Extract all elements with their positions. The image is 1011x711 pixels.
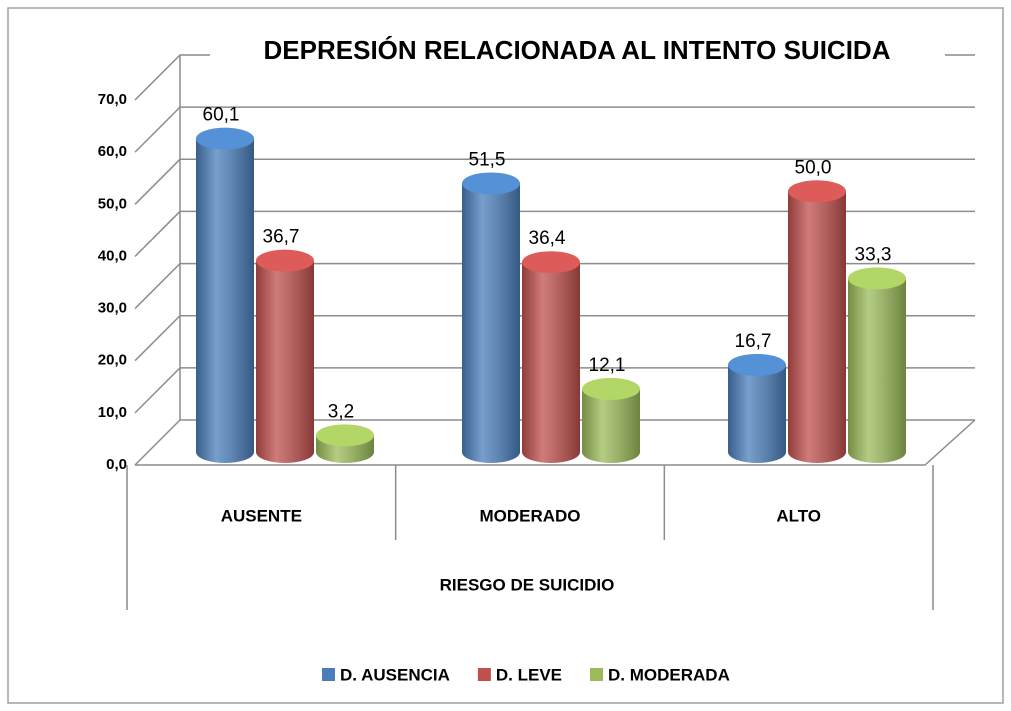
title-bg [210,30,945,74]
x-axis-label: RIESGO DE SUICIDIO [440,575,615,594]
value-label: 3,2 [328,401,354,422]
value-label: 50,0 [795,157,832,178]
grid-line [134,158,975,205]
bar-shade [728,364,786,463]
legend-swatch [322,668,335,681]
value-label: 16,7 [735,331,772,352]
grid-line [134,106,975,153]
value-label: 51,5 [469,149,506,170]
y-tick-label: 50,0 [98,195,127,212]
bar-shade [522,262,580,463]
x-tick-label: AUSENTE [221,506,302,525]
x-tick-label: MODERADO [479,506,580,525]
bar-top [462,172,520,195]
legend-label: D. MODERADA [608,665,730,684]
chart-title: DEPRESIÓN RELACIONADA AL INTENTO SUICIDA [264,35,891,65]
bar-shade [462,183,520,463]
bar-shade [196,138,254,463]
bar-shade [848,278,906,463]
legend-label: D. AUSENCIA [340,665,450,684]
legend-label: D. LEVE [496,665,562,684]
bar-top [316,424,374,447]
grid-line [134,367,975,414]
value-label: 36,7 [263,227,300,248]
grid-line [134,314,975,362]
bar-top [522,251,580,274]
bar-shade [256,260,314,463]
bar-shade [788,191,846,464]
bar-shade [582,388,640,463]
bar-top [728,353,786,376]
bar-top [788,180,846,203]
bar-top [848,267,906,290]
legend-swatch [477,668,491,681]
y-tick-label: 10,0 [98,404,127,421]
plot: 0,0 10,0 20,0 30,0 40,0 50,0 60,0 70,0 AUSENTE MO… [98,54,976,684]
y-tick-label: 70,0 [98,91,127,108]
y-tick-label: 40,0 [98,247,127,264]
bar-top [582,377,640,400]
value-label: 33,3 [855,244,892,265]
y-tick-label: 20,0 [98,352,127,369]
y-tick-label: 30,0 [98,300,127,317]
grid-line [134,262,975,310]
grid-line [134,419,975,466]
y-tick-label: 0,0 [106,456,127,473]
value-label: 12,1 [589,355,626,376]
floor-edge [135,419,976,466]
grid-line [134,210,975,257]
frame [7,7,1004,704]
bar-top [256,249,314,272]
value-label: 36,4 [529,228,566,249]
legend-swatch [590,668,604,681]
y-tick-label: 60,0 [98,143,127,160]
x-tick-label: ALTO [776,506,821,525]
bar-top [196,127,254,150]
value-label: 60,1 [203,105,240,126]
